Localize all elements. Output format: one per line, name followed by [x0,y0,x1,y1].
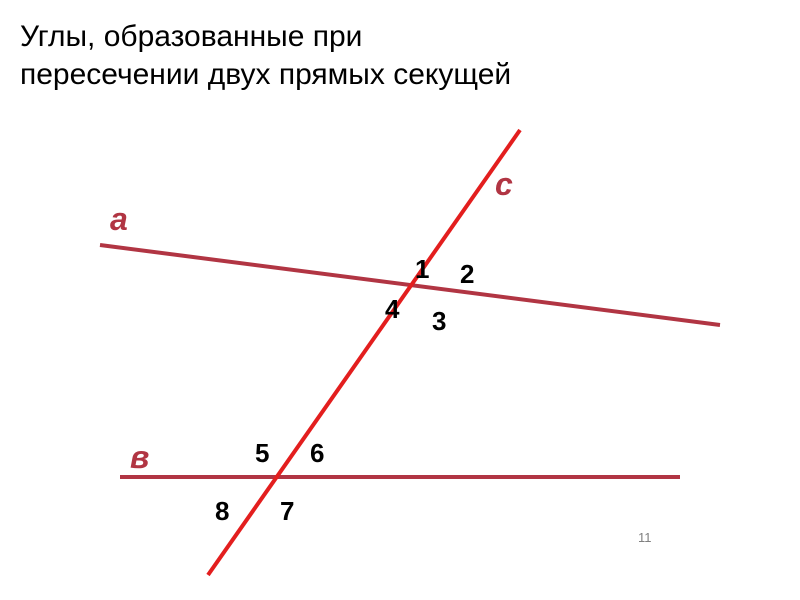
label-line-a: a [110,201,128,237]
angle-label-6: 6 [310,438,324,468]
diagram-canvas: a в c 1 2 3 4 5 6 7 8 [0,0,800,600]
angle-label-1: 1 [415,254,429,284]
label-line-b: в [130,439,149,475]
angle-label-7: 7 [280,496,294,526]
page-number: 11 [638,530,652,545]
angle-label-4: 4 [385,294,400,324]
angle-label-2: 2 [460,259,474,289]
line-c [208,130,520,575]
angle-label-5: 5 [255,438,269,468]
label-line-c: c [495,166,513,202]
angle-label-3: 3 [432,306,446,336]
angle-label-8: 8 [215,496,229,526]
